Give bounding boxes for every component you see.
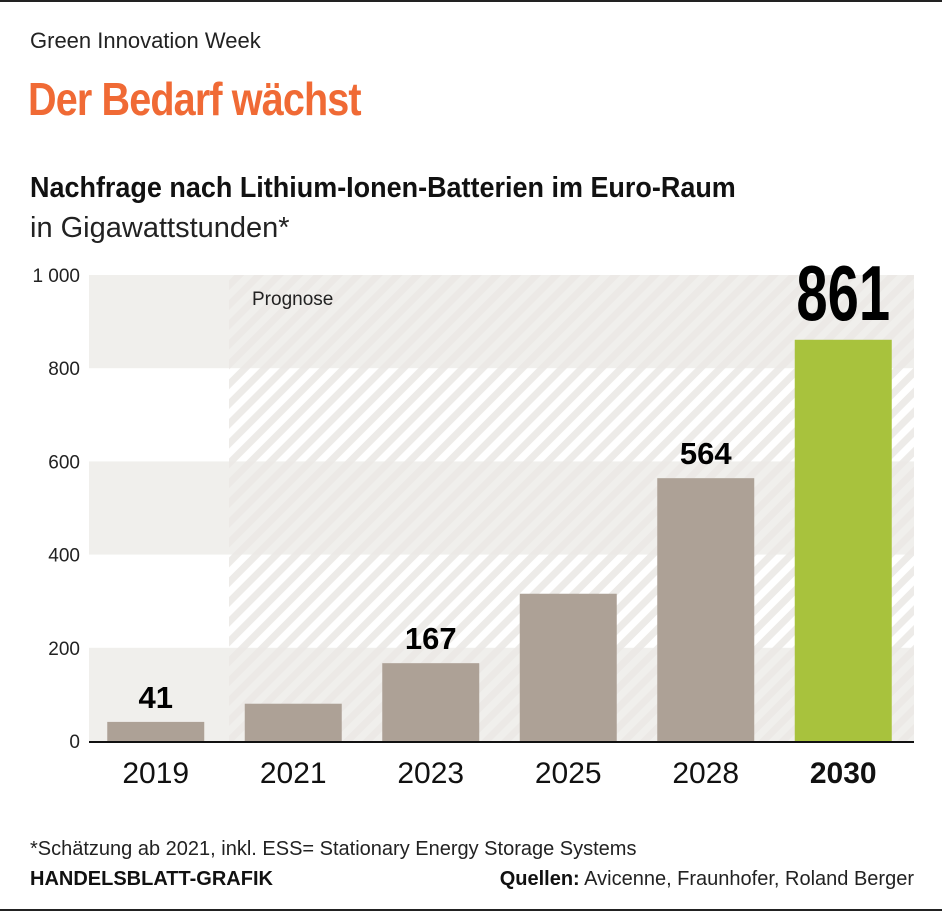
x-tick-label: 2023 (397, 757, 464, 790)
x-tick-label: 2025 (535, 757, 602, 790)
y-tick-label: 0 (69, 732, 80, 753)
source-credit: Quellen: Avicenne, Fraunhofer, Roland Be… (500, 868, 914, 891)
bar-2025 (519, 593, 617, 741)
brand-credit: HANDELSBLATT-GRAFIK (30, 868, 273, 890)
bar-2023 (382, 663, 480, 741)
x-tick-label: 2021 (260, 757, 327, 790)
source-label: Quellen: (499, 868, 580, 890)
footnote: *Schätzung ab 2021, inkl. ESS= Stationar… (30, 838, 637, 860)
y-tick-label: 600 (48, 452, 80, 473)
x-tick-label: 2028 (672, 757, 739, 790)
y-tick-label: 400 (48, 546, 80, 567)
kicker: Green Innovation Week (30, 28, 261, 53)
x-tick-label: 2030 (810, 757, 877, 790)
headline: Der Bedarf wächst (28, 73, 362, 125)
y-tick-label: 1 000 (32, 266, 80, 287)
chart-subtitle: in Gigawattstunden* (30, 212, 290, 244)
bar-2019 (107, 721, 205, 741)
data-label: 861 (796, 252, 890, 337)
forecast-label: Prognose (252, 289, 333, 310)
bar-2030 (794, 339, 892, 741)
y-tick-label: 800 (48, 359, 80, 380)
y-tick-label: 200 (48, 639, 80, 660)
data-label: 564 (680, 436, 732, 471)
source-text: Avicenne, Fraunhofer, Roland Berger (579, 868, 914, 890)
data-label: 167 (405, 621, 457, 656)
data-label: 41 (139, 680, 173, 715)
bar-chart: Prognose 0 200 400 600 800 1 000 2019 41 2021 2023… (32, 252, 914, 790)
bar-2021 (244, 703, 342, 741)
chart-title: Nachfrage nach Lithium-Ionen-Batterien i… (30, 172, 736, 204)
x-tick-label: 2019 (122, 757, 189, 790)
bar-2028 (657, 478, 755, 741)
